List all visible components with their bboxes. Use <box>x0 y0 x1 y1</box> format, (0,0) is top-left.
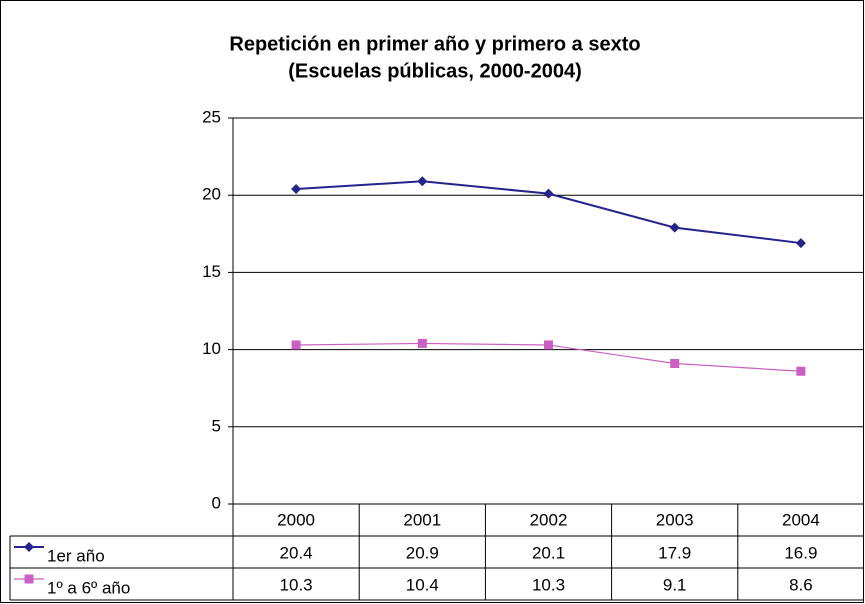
marker <box>543 188 554 199</box>
table-value: 10.4 <box>406 575 439 594</box>
chart-title: Repetición en primer año y primero a sex… <box>229 33 640 55</box>
table-value: 20.1 <box>532 543 565 562</box>
table-value: 20.9 <box>406 543 439 562</box>
legend-label: 1º a 6º año <box>47 578 130 597</box>
marker <box>796 366 806 376</box>
marker <box>544 340 553 350</box>
marker <box>795 238 806 249</box>
marker <box>669 222 680 233</box>
table-value: 20.4 <box>280 543 313 562</box>
table-value: 10.3 <box>280 575 313 594</box>
x-tick-label: 2001 <box>403 510 441 529</box>
y-tick-label: 20 <box>202 185 221 204</box>
chart-subtitle: (Escuelas públicas, 2000-2004) <box>288 60 582 82</box>
x-tick-label: 2000 <box>277 510 315 529</box>
table-value: 9.1 <box>663 575 687 594</box>
x-tick-label: 2004 <box>782 510 820 529</box>
y-tick-label: 25 <box>202 107 221 126</box>
table-value: 16.9 <box>784 543 817 562</box>
marker <box>24 542 34 552</box>
y-tick-label: 15 <box>202 262 221 281</box>
legend-label: 1er año <box>47 546 105 565</box>
table-value: 10.3 <box>532 575 565 594</box>
marker <box>291 340 301 350</box>
marker <box>670 358 680 368</box>
x-tick-label: 2002 <box>530 510 568 529</box>
x-tick-label: 2003 <box>656 510 694 529</box>
table-value: 8.6 <box>789 575 813 594</box>
table-value: 17.9 <box>658 543 691 562</box>
marker <box>417 338 427 348</box>
marker <box>291 184 302 195</box>
y-tick-label: 5 <box>212 416 221 435</box>
marker <box>417 176 428 187</box>
y-tick-label: 10 <box>202 339 221 358</box>
y-tick-label: 0 <box>212 493 221 512</box>
marker <box>24 574 34 584</box>
